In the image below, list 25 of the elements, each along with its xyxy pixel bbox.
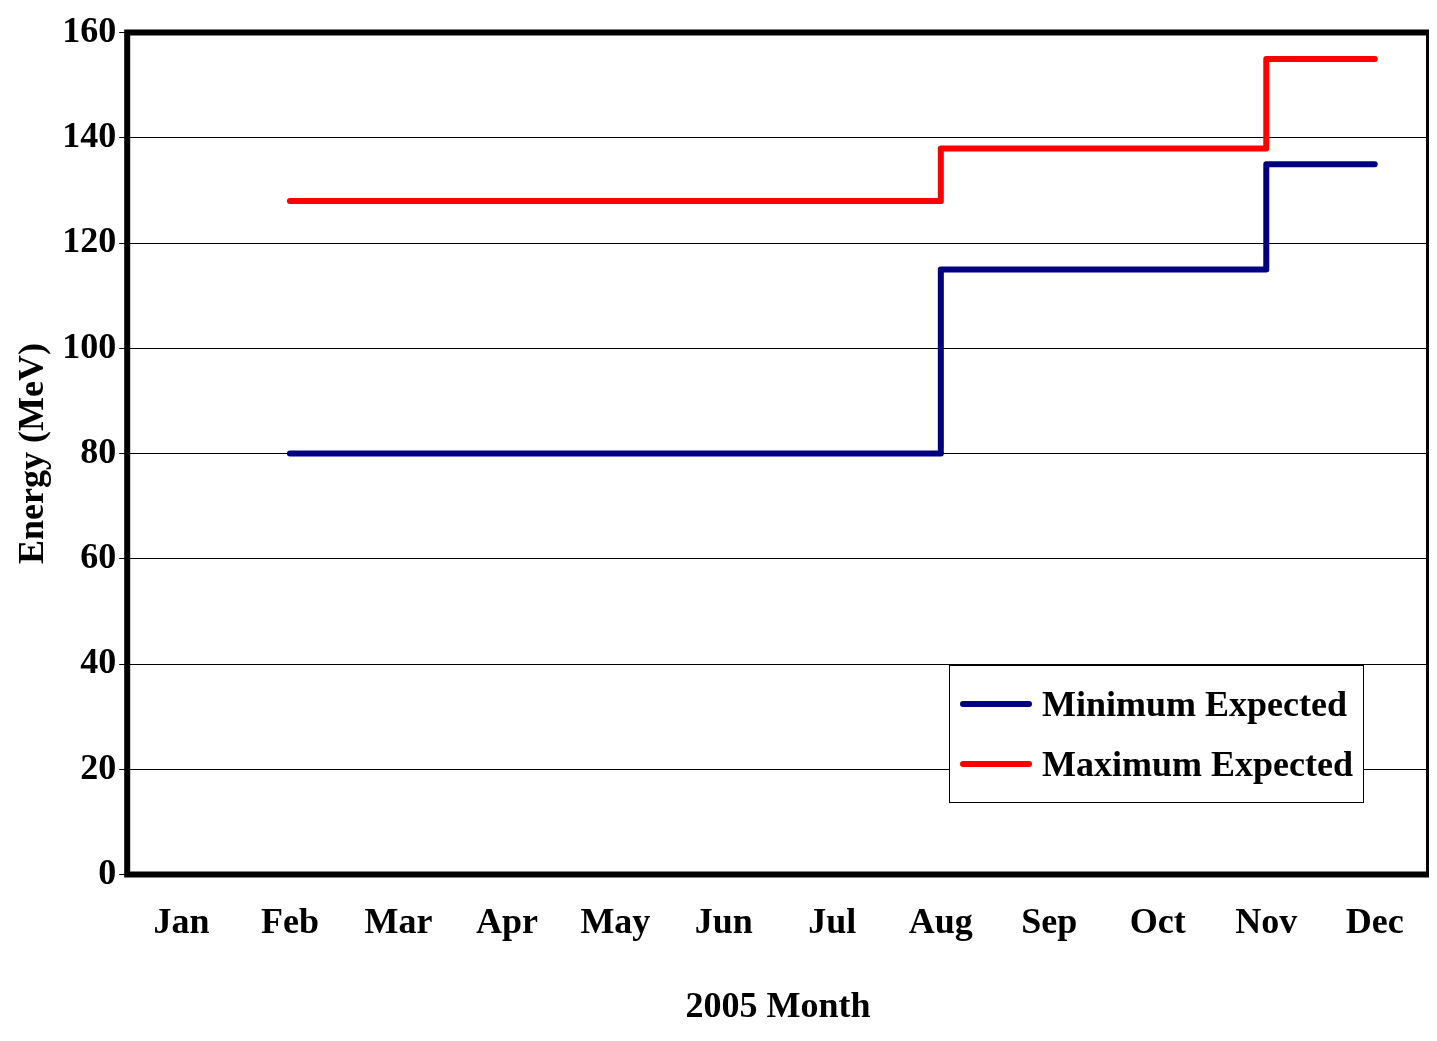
- x-tick-label: Jan: [153, 901, 210, 942]
- y-axis-title: Energy (MeV): [10, 343, 51, 565]
- y-tick-label: 60: [80, 536, 117, 577]
- y-tick-label: 20: [80, 746, 117, 787]
- legend-label: Maximum Expected: [1042, 743, 1353, 785]
- y-tick-label: 140: [62, 115, 117, 156]
- x-tick-label: May: [580, 901, 651, 942]
- y-tick-label: 160: [62, 9, 117, 50]
- x-tick-label: Nov: [1235, 901, 1298, 942]
- y-tick-label: 0: [98, 851, 117, 892]
- x-tick-label: Mar: [364, 901, 433, 942]
- x-tick-label: Sep: [1021, 901, 1078, 942]
- y-tick-label: 80: [80, 430, 117, 471]
- y-tick-label: 100: [62, 325, 117, 366]
- x-tick-label: Jul: [808, 901, 857, 942]
- x-tick-label: Feb: [260, 901, 319, 942]
- legend-label: Minimum Expected: [1042, 683, 1348, 725]
- x-axis-title: 2005 Month: [685, 984, 871, 1025]
- x-tick-label: Apr: [475, 901, 538, 942]
- y-tick-label: 40: [80, 641, 117, 682]
- x-tick-label: Jun: [694, 901, 753, 942]
- y-tick-label: 120: [62, 220, 117, 261]
- x-tick-label: Dec: [1345, 901, 1404, 942]
- x-tick-label: Aug: [908, 901, 973, 942]
- x-tick-label: Oct: [1129, 901, 1186, 942]
